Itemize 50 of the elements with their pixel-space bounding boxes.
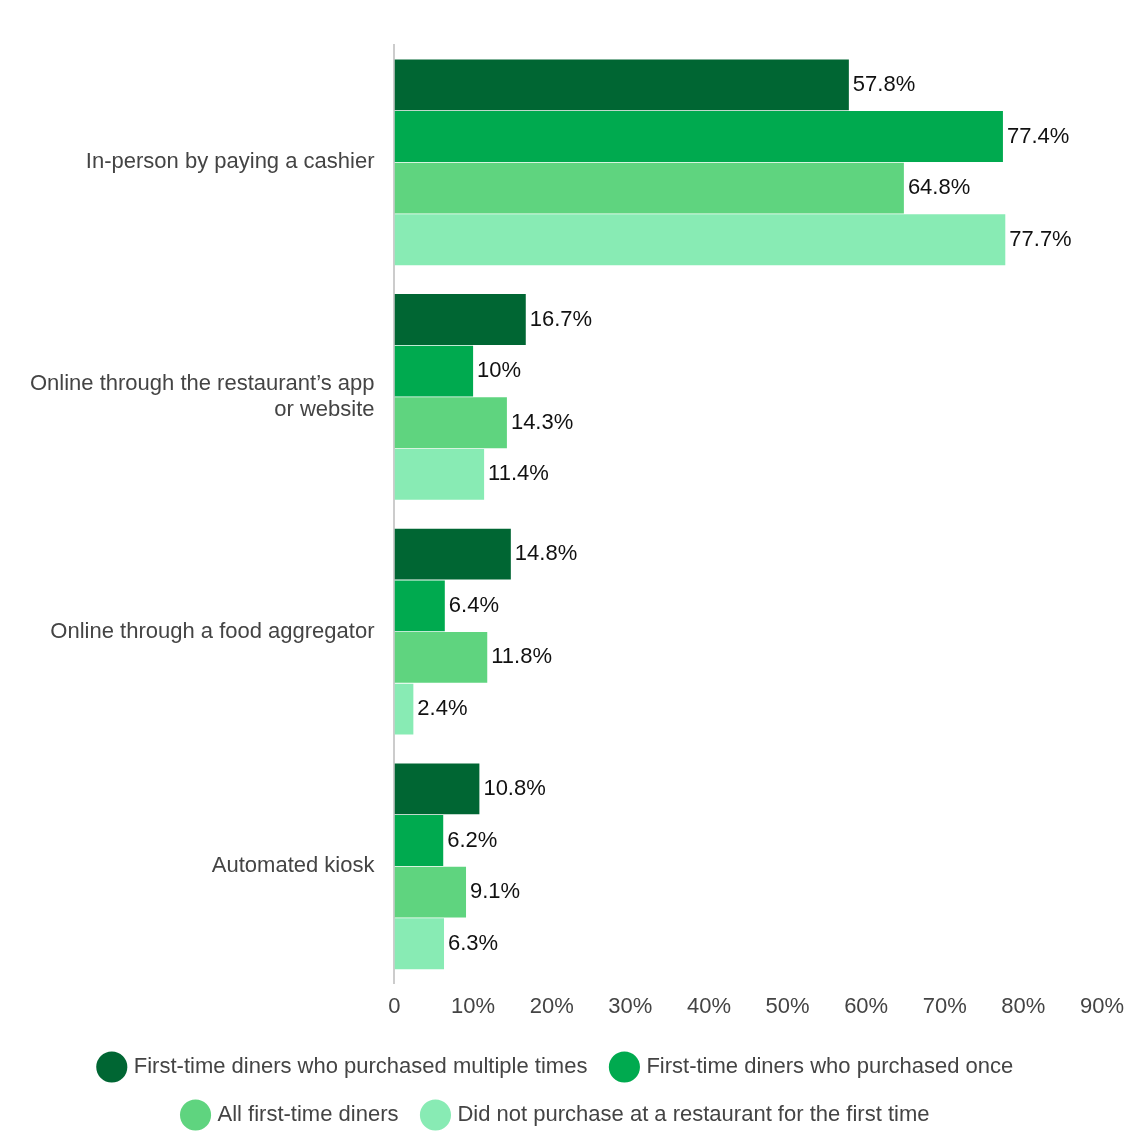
x-tick-label: 60% <box>844 992 889 1018</box>
y-tick-label: Online through a food aggregator <box>50 617 375 643</box>
x-tick-label: 50% <box>765 992 810 1018</box>
bar <box>394 763 480 815</box>
data-label: 11.8% <box>491 643 552 669</box>
data-label: 64.8% <box>907 174 971 200</box>
data-label: 14.8% <box>514 540 578 566</box>
data-label: 9.1% <box>470 878 521 904</box>
data-label: 10.8% <box>483 774 546 800</box>
bar <box>394 580 445 632</box>
data-label: 6.4% <box>448 591 499 617</box>
data-label: 6.3% <box>448 929 499 955</box>
bar <box>394 815 444 866</box>
data-label: 77.7% <box>1009 225 1072 251</box>
x-tick-label: 20% <box>529 992 574 1018</box>
x-tick-label: 10% <box>451 992 496 1018</box>
bar <box>394 918 445 970</box>
bar <box>394 397 507 449</box>
x-tick-label: 40% <box>686 992 731 1018</box>
bar <box>394 214 1006 266</box>
data-label: 6.2% <box>447 826 498 852</box>
x-tick-label: 30% <box>608 992 653 1018</box>
data-label: 10% <box>477 357 522 383</box>
y-tick-label: Online through the restaurant’s app or website <box>29 369 375 422</box>
bar <box>394 528 511 580</box>
bar <box>394 632 488 683</box>
data-label: 57.8% <box>852 70 916 96</box>
data-label: 11.4% <box>488 460 549 486</box>
legend-label: Did not purchase at a restaurant for the first time <box>457 1101 930 1127</box>
data-label: 14.3% <box>510 408 574 434</box>
x-tick-label: 90% <box>1079 992 1125 1018</box>
bar <box>394 294 526 345</box>
legend-label: First-time diners who purchased multiple times <box>133 1053 588 1079</box>
bar <box>394 866 467 918</box>
x-tick-label: 80% <box>1001 992 1046 1018</box>
bar <box>394 111 1003 162</box>
data-label: 16.7% <box>529 305 593 331</box>
legend-label: First-time diners who purchased once <box>646 1053 1014 1079</box>
y-tick-label: In-person by paying a cashier <box>85 148 375 174</box>
bar <box>394 345 474 397</box>
data-label: 2.4% <box>417 695 468 721</box>
y-tick-label: Automated kiosk <box>211 852 376 878</box>
bar <box>394 162 904 214</box>
legend-label: All first-time diners <box>217 1101 399 1127</box>
x-tick-label: 70% <box>922 992 967 1018</box>
data-label: 77.4% <box>1006 122 1070 148</box>
x-tick-label: 0 <box>388 992 401 1018</box>
bar <box>394 683 414 735</box>
bar <box>394 59 849 111</box>
bar <box>394 448 485 500</box>
